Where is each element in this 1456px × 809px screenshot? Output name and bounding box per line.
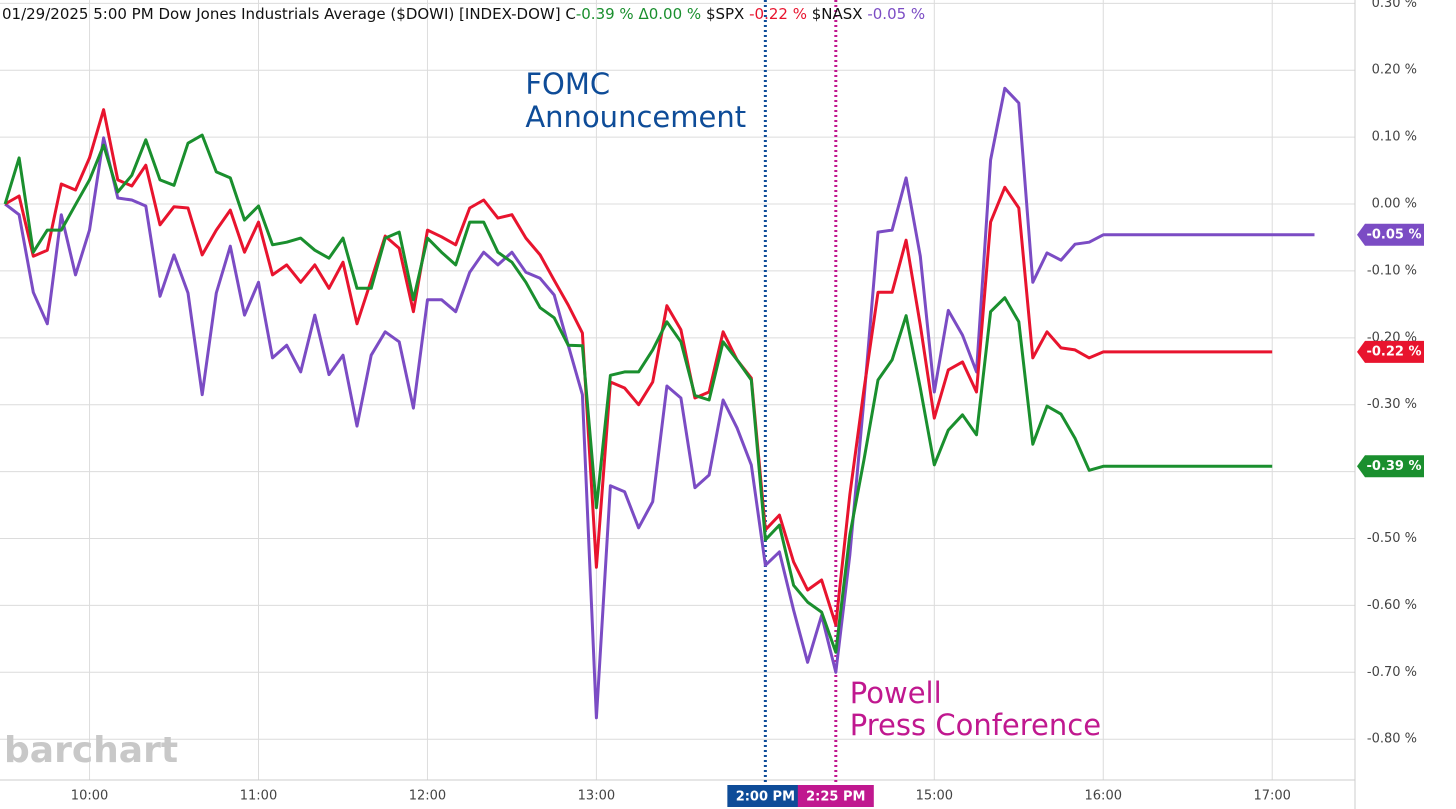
y-tick-label: -0.60 % (1367, 598, 1417, 613)
event-annotation: Announcement (525, 100, 746, 134)
y-tick-label: -0.30 % (1367, 397, 1417, 412)
header-name: Dow Jones Industrials Average ($DOWI) [I… (158, 5, 560, 23)
y-tick-label: -0.10 % (1367, 263, 1417, 278)
header: 01/29/2025 5:00 PM Dow Jones Industrials… (2, 5, 925, 23)
x-tick-label: 15:00 (916, 789, 953, 804)
event-label-box (727, 785, 804, 807)
end-label: -0.39 % (1366, 459, 1421, 474)
y-tick-label: -0.50 % (1367, 531, 1417, 546)
watermark: barchart (4, 730, 178, 771)
series-line (3, 133, 1273, 654)
y-tick-label: -0.70 % (1367, 665, 1417, 680)
header-c: C (565, 5, 575, 23)
event-annotation: FOMC (525, 67, 610, 101)
event-label: 2:25 PM (806, 790, 865, 805)
header-delta: Δ0.00 % (638, 5, 701, 23)
series-line (4, 86, 1315, 720)
end-label-tag (1357, 223, 1424, 246)
x-tick-label: 12:00 (409, 789, 446, 804)
x-tick-label: 10:00 (71, 789, 108, 804)
event-annotation: Press Conference (850, 708, 1101, 742)
header-nasx: $NASX (812, 5, 863, 23)
y-tick-label: 0.00 % (1372, 197, 1417, 212)
end-label: -0.22 % (1366, 344, 1421, 359)
x-tick-label: 13:00 (578, 789, 615, 804)
header-nasx-change: -0.05 % (867, 5, 925, 23)
y-tick-label: -0.80 % (1367, 732, 1417, 747)
event-annotation: Powell (850, 676, 942, 710)
header-change: -0.39 % (576, 5, 634, 23)
series-line (4, 108, 1273, 627)
end-label-tag (1357, 455, 1424, 478)
end-label: -0.05 % (1366, 227, 1421, 242)
event-label: 2:00 PM (736, 790, 795, 805)
end-label-tag (1357, 340, 1424, 363)
x-tick-label: 16:00 (1085, 789, 1122, 804)
event-label-box (797, 785, 874, 807)
header-spx-change: -0.22 % (749, 5, 807, 23)
header-date: 01/29/2025 5:00 PM (2, 5, 154, 23)
y-tick-label: 0.10 % (1372, 130, 1417, 145)
y-tick-label: 0.30 % (1372, 0, 1417, 11)
header-spx: $SPX (706, 5, 744, 23)
y-tick-label: 0.20 % (1372, 63, 1417, 78)
x-tick-label: 17:00 (1253, 789, 1290, 804)
lines (3, 0, 1315, 784)
x-tick-label: 11:00 (240, 789, 277, 804)
